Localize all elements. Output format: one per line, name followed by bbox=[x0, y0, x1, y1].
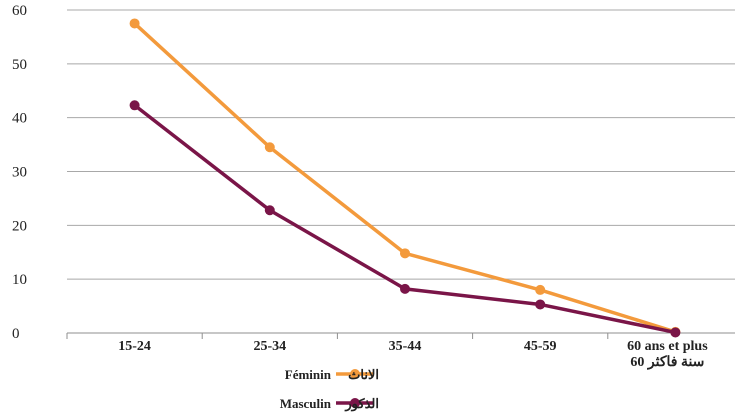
data-point bbox=[264, 205, 275, 216]
data-point bbox=[400, 283, 410, 294]
legend-label-ar: الاناث bbox=[348, 367, 379, 382]
data-point bbox=[535, 284, 546, 295]
y-tick-label: 10 bbox=[12, 272, 27, 288]
y-axis-tick-labels: 0 10 20 30 40 50 60 bbox=[12, 3, 27, 342]
x-category-label: 60 ans et plus bbox=[627, 339, 708, 354]
x-category-label: 15-24 bbox=[118, 339, 151, 354]
data-point bbox=[264, 142, 275, 153]
series-line-masculin bbox=[133, 103, 676, 335]
legend-item-féminin: Féminin الاناث bbox=[285, 367, 379, 382]
x-category-label: 60 سنة فاكثر bbox=[630, 354, 704, 370]
x-axis bbox=[66, 332, 735, 339]
x-category-label: 35-44 bbox=[389, 339, 422, 354]
legend-swatch-marker bbox=[350, 369, 360, 379]
data-point bbox=[400, 248, 410, 259]
legend: Féminin الاناث Masculin الذكور bbox=[280, 367, 379, 412]
legend-item-masculin: Masculin الذكور bbox=[280, 396, 379, 412]
gridlines bbox=[67, 9, 735, 280]
x-category-label: 25-34 bbox=[253, 339, 286, 354]
data-point bbox=[535, 299, 546, 310]
legend-label-ar: الذكور bbox=[344, 396, 379, 412]
y-tick-label: 20 bbox=[12, 218, 27, 234]
y-tick-label: 30 bbox=[12, 165, 27, 181]
series-lines bbox=[129, 18, 681, 338]
x-category-label: 45-59 bbox=[524, 339, 557, 354]
legend-label-fr: Féminin bbox=[285, 367, 332, 382]
y-tick-label: 40 bbox=[12, 111, 27, 127]
y-tick-label: 0 bbox=[12, 326, 20, 342]
series-masculin bbox=[129, 100, 681, 338]
y-tick-label: 60 bbox=[12, 3, 27, 19]
y-tick-label: 50 bbox=[12, 57, 27, 73]
legend-swatch-marker bbox=[350, 398, 360, 408]
data-point bbox=[129, 18, 140, 29]
legend-label-fr: Masculin bbox=[280, 396, 332, 411]
data-point bbox=[129, 100, 140, 111]
data-point bbox=[670, 327, 681, 338]
